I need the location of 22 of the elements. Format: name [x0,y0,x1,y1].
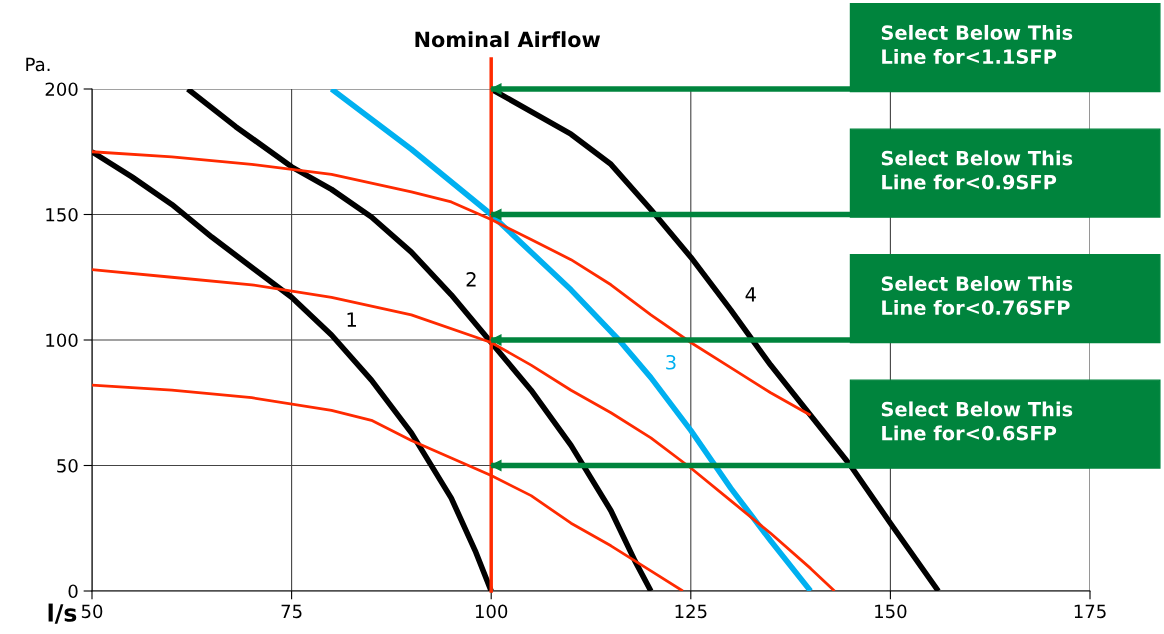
ref-line-label: Select Below This Line for<0.76SFP [881,275,1073,315]
x-tick-label: 50 [81,604,103,619]
ref-line-label: Nominal Airflow [415,31,601,48]
x-tick-label: 150 [875,604,907,619]
ref-line-label: Select Below This Line for<0.9SFP [881,150,1073,190]
ref-line-label: Select Below This Line for<1.1SFP [881,24,1073,64]
y-axis-title: Pa. [26,57,50,72]
series-label: 2 [466,272,476,287]
y-tick-label: 150 [46,207,78,222]
x-tick-label: 125 [675,604,707,619]
x-tick-label: 75 [281,604,302,619]
series-label: 4 [745,287,756,302]
x-tick-label: 100 [475,604,508,619]
y-tick-label: 0 [68,584,78,599]
y-tick-label: 50 [57,458,78,473]
series-label: 3 [666,354,676,370]
series-label: 1 [347,312,356,327]
y-tick-label: 200 [45,82,78,97]
ref-line-label: Select Below This Line for<0.6SFP [881,401,1073,441]
x-tick-label: 175 [1074,604,1106,619]
y-tick-label: 100 [46,333,78,348]
x-axis-title: l/s [48,603,77,624]
